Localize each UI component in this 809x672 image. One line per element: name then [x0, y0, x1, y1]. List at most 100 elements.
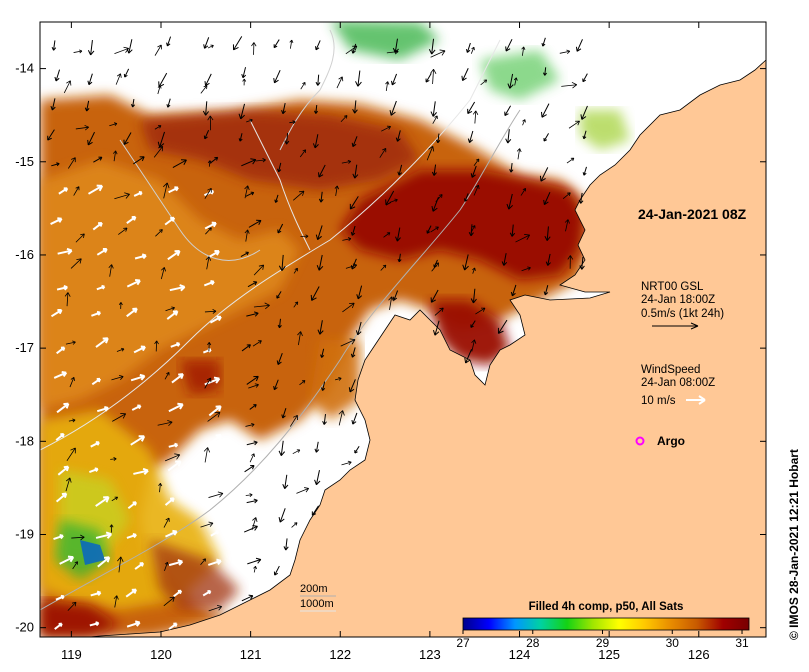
wind-arrow-icon — [278, 254, 286, 271]
wind-arrow-icon — [351, 43, 357, 54]
wind-arrow-icon — [203, 37, 210, 49]
wind-arrow-icon — [504, 105, 512, 116]
wind-arrow-icon — [509, 224, 516, 237]
current-arrow-icon — [75, 124, 89, 131]
wind-arrow-icon — [167, 250, 181, 261]
colorbar-tick-label: 28 — [526, 636, 540, 650]
credit-text: © IMOS 28-Jan-2021 12:21 Hobart — [787, 449, 801, 640]
wind-arrow-icon — [55, 492, 68, 503]
wind-scale-label: 10 m/s — [641, 395, 676, 407]
current-arrow-icon — [66, 447, 76, 462]
wind-arrow-icon — [246, 498, 258, 504]
current-arrow-icon — [112, 413, 127, 422]
wind-arrow-icon — [462, 254, 469, 271]
wind-arrow-icon — [282, 474, 289, 490]
longitude-axis: 119 120 121 122 123 124 125 126 — [61, 22, 710, 662]
current-arrow-icon — [253, 565, 257, 573]
wind-arrow-icon — [95, 337, 109, 348]
wind-arrow-icon — [56, 285, 68, 291]
wind-arrow-icon — [273, 69, 281, 84]
current-arrow-icon — [113, 595, 119, 608]
wind-arrow-icon — [470, 320, 476, 328]
current-arrow-icon — [513, 77, 518, 86]
wind-arrow-icon — [202, 590, 212, 597]
wind-arrow-icon — [273, 565, 280, 576]
current-arrow-icon — [114, 192, 130, 200]
wind-arrow-icon — [208, 434, 222, 446]
wind-arrow-icon — [544, 226, 551, 241]
wind-arrow-icon — [350, 347, 356, 358]
wind-arrow-icon — [356, 285, 363, 300]
wind-vectors — [47, 36, 588, 630]
wind-arrow-icon — [467, 101, 476, 115]
lon-tick-label: 119 — [61, 647, 82, 662]
current-arrow-icon — [564, 219, 570, 232]
current-arrow-icon — [380, 264, 387, 271]
colorbar-tick-label: 31 — [735, 636, 749, 650]
wind-arrow-icon — [431, 164, 437, 176]
current-arrow-icon — [204, 187, 212, 199]
wind-arrow-icon — [351, 136, 358, 148]
wind-arrow-icon — [204, 221, 217, 230]
current-arrow-icon — [426, 145, 435, 161]
current-arrow-icon — [252, 340, 262, 347]
colorbar-tick-label: 27 — [456, 636, 470, 650]
current-arrow-icon — [246, 118, 253, 123]
wind-arrow-icon — [246, 375, 259, 385]
wind-arrow-icon — [164, 497, 175, 506]
current-arrow-icon — [293, 267, 298, 274]
wind-arrow-icon — [54, 69, 61, 82]
wind-arrow-icon — [274, 194, 279, 203]
current-arrow-icon — [520, 188, 527, 196]
wind-arrow-icon — [464, 349, 473, 364]
wind-arrow-icon — [355, 321, 362, 336]
current-arrow-icon — [164, 372, 170, 380]
wind-arrow-icon — [312, 134, 319, 149]
current-arrow-icon — [340, 115, 348, 123]
current-arrow-icon — [115, 73, 122, 85]
current-arrow-icon — [562, 192, 571, 200]
wind-arrow-icon — [246, 311, 259, 317]
contour-200m-label: 200m — [300, 583, 328, 595]
current-arrow-icon — [112, 150, 118, 162]
wind-arrow-icon — [277, 223, 284, 234]
current-arrow-icon — [385, 81, 390, 91]
wind-arrow-icon — [277, 162, 282, 173]
current-arrow-icon — [109, 122, 118, 127]
current-arrow-icon — [431, 262, 440, 272]
wind-arrow-icon — [244, 465, 255, 473]
current-arrow-icon — [297, 331, 303, 346]
land-mass — [89, 59, 766, 637]
wind-arrow-icon — [133, 191, 143, 197]
current-arrow-icon — [158, 483, 163, 493]
wind-arrow-icon — [470, 165, 477, 178]
wind-arrow-icon — [50, 217, 63, 225]
current-product-label: NRT00 GSL — [641, 281, 704, 293]
wind-arrow-icon — [316, 254, 324, 271]
current-arrow-icon — [116, 347, 125, 352]
wind-arrow-icon — [123, 132, 132, 145]
current-arrow-icon — [289, 39, 294, 49]
current-arrow-icon — [567, 255, 574, 269]
current-arrow-icon — [208, 604, 223, 612]
lat-tick-label: -15 — [15, 154, 34, 169]
current-arrow-icon — [160, 267, 167, 280]
wind-arrow-icon — [541, 37, 546, 47]
wind-arrow-icon — [51, 40, 57, 51]
wind-arrow-icon — [318, 164, 326, 178]
lat-tick-label: -19 — [15, 527, 34, 542]
wind-arrow-icon — [91, 310, 102, 317]
current-arrow-icon — [383, 232, 391, 238]
wind-arrow-icon — [95, 531, 113, 539]
wind-arrow-icon — [248, 219, 262, 228]
wind-arrow-icon — [579, 256, 585, 270]
current-arrow-icon — [470, 46, 475, 54]
colorbar-tick-label: 30 — [666, 636, 680, 650]
wind-arrow-icon — [281, 103, 286, 115]
wind-arrow-icon — [354, 445, 360, 454]
colorbar-ticks: 27 28 29 30 31 — [456, 630, 749, 650]
wind-arrow-icon — [468, 224, 474, 237]
current-arrow-icon — [207, 44, 214, 49]
lon-tick-label: 120 — [150, 647, 172, 662]
lat-tick-label: -17 — [15, 340, 34, 355]
